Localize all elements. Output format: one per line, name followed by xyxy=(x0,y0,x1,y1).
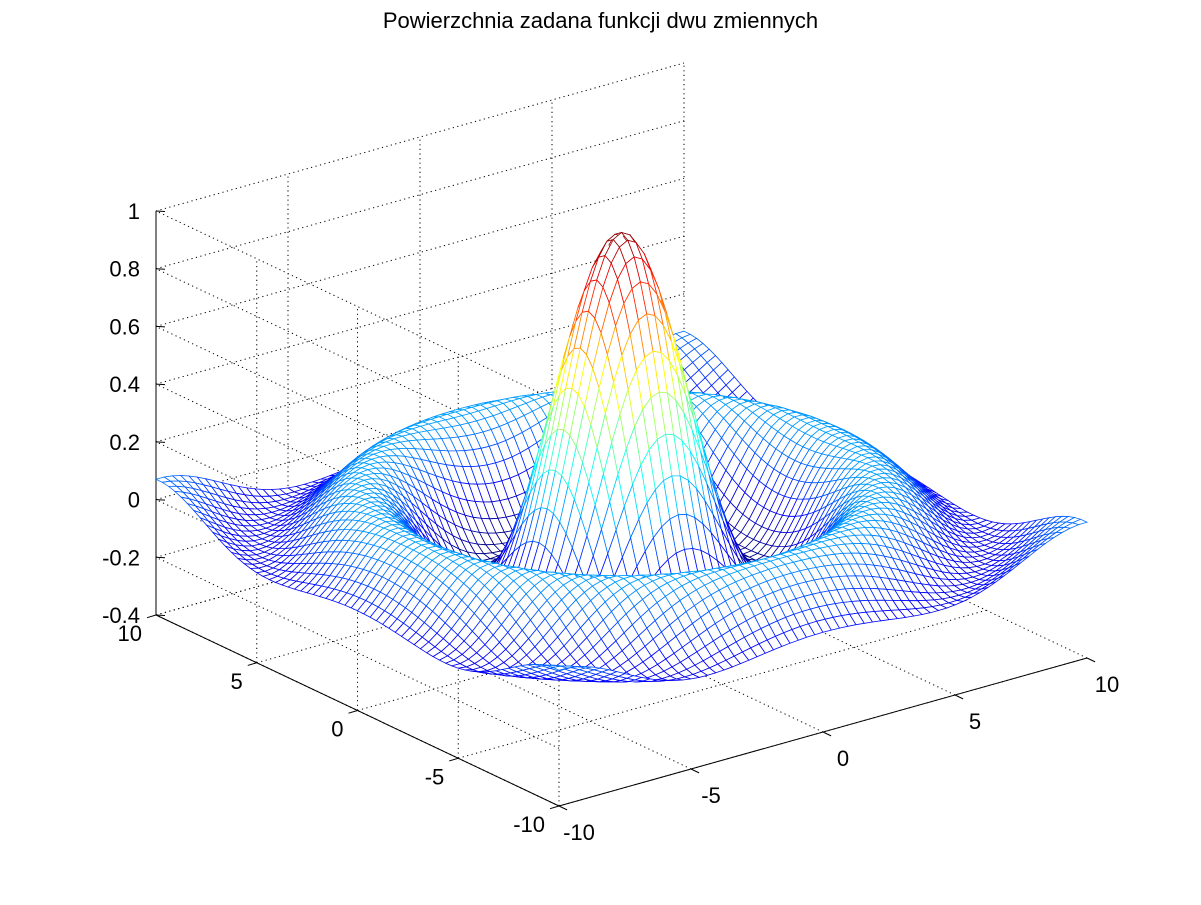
x-tick-mark xyxy=(954,694,964,700)
z-tick-label: 0.6 xyxy=(109,314,140,339)
grid-line-x xyxy=(287,577,692,770)
grid-line-x xyxy=(551,503,956,696)
z-tick-mark xyxy=(155,383,166,386)
chart-title: Powierzchnia zadana funkcji dwu zmiennyc… xyxy=(382,8,819,33)
grid-line-z xyxy=(155,556,560,749)
y-tick-mark xyxy=(146,614,157,619)
x-tick-mark xyxy=(822,731,832,737)
z-tick-label: 0.2 xyxy=(109,430,140,455)
z-tick-label: -0.2 xyxy=(102,545,140,570)
y-tick-mark xyxy=(348,710,358,714)
x-tick-mark xyxy=(1086,657,1096,663)
z-tick-label: 0.8 xyxy=(109,257,140,282)
x-tick-label: -5 xyxy=(701,783,721,808)
z-tick-mark xyxy=(155,325,166,328)
z-tick-label: -0.4 xyxy=(102,603,140,628)
grid-line-x xyxy=(419,540,824,733)
z-tick-mark xyxy=(155,614,166,616)
y-tick-label: 5 xyxy=(231,669,243,694)
axis-layer xyxy=(146,210,1096,811)
z-tick-label: 0 xyxy=(128,488,140,513)
grid-line-x xyxy=(683,466,1088,659)
z-tick-mark xyxy=(155,210,166,212)
y-tick-label: -10 xyxy=(513,812,545,837)
mesh-layer xyxy=(154,231,1089,683)
x-tick-mark xyxy=(690,768,700,774)
y-tick-label: -5 xyxy=(425,764,445,789)
z-tick-label: 1 xyxy=(128,199,140,224)
x-tick-mark xyxy=(558,805,568,811)
x-tick-label: -10 xyxy=(563,820,595,845)
y-tick-mark xyxy=(549,805,560,810)
x-tick-label: 10 xyxy=(1095,672,1119,697)
x-tick-label: 0 xyxy=(837,746,849,771)
z-tick-mark xyxy=(155,499,166,501)
grid-line-z xyxy=(155,210,560,403)
z-tick-mark xyxy=(155,441,166,443)
z-tick-label: 0.4 xyxy=(109,372,140,397)
z-tick-mark xyxy=(155,268,166,270)
y-tick-mark xyxy=(247,662,257,666)
x-tick-label: 5 xyxy=(969,709,981,734)
y-tick-mark xyxy=(449,757,459,762)
z-tick-mark xyxy=(155,556,166,559)
y-tick-label: 0 xyxy=(331,717,343,742)
